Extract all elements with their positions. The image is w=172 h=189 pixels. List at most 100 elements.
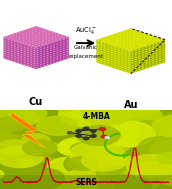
Circle shape (0, 117, 27, 131)
Circle shape (145, 53, 147, 54)
Circle shape (126, 37, 128, 38)
Circle shape (17, 59, 19, 61)
Circle shape (138, 62, 140, 64)
Circle shape (112, 39, 115, 40)
Circle shape (118, 59, 120, 60)
Circle shape (147, 44, 149, 45)
Circle shape (114, 53, 116, 54)
Circle shape (135, 153, 153, 161)
Circle shape (107, 49, 109, 50)
Circle shape (30, 57, 32, 58)
Circle shape (52, 36, 53, 37)
Circle shape (55, 40, 57, 41)
Circle shape (82, 150, 127, 171)
Circle shape (14, 50, 16, 51)
Circle shape (37, 50, 39, 51)
Circle shape (37, 56, 39, 57)
Circle shape (135, 68, 137, 69)
Circle shape (103, 180, 122, 189)
Circle shape (142, 68, 144, 69)
Circle shape (60, 169, 113, 189)
Circle shape (142, 48, 144, 49)
Circle shape (63, 52, 65, 53)
Circle shape (143, 43, 146, 44)
Circle shape (63, 54, 65, 55)
Circle shape (45, 30, 47, 31)
Circle shape (66, 49, 68, 50)
Circle shape (135, 57, 137, 58)
Circle shape (50, 58, 52, 60)
Circle shape (131, 62, 133, 64)
Circle shape (24, 49, 26, 50)
Circle shape (132, 121, 163, 135)
Circle shape (121, 49, 123, 50)
Circle shape (53, 46, 55, 48)
Circle shape (70, 142, 99, 156)
Polygon shape (131, 40, 165, 74)
Circle shape (105, 137, 109, 139)
Circle shape (162, 54, 164, 56)
Circle shape (53, 49, 55, 50)
Circle shape (149, 59, 151, 60)
Circle shape (60, 59, 62, 61)
Circle shape (40, 51, 42, 52)
Circle shape (131, 69, 133, 70)
Circle shape (125, 52, 127, 53)
Circle shape (100, 51, 103, 52)
Circle shape (159, 51, 161, 52)
Circle shape (143, 36, 146, 37)
Circle shape (14, 56, 16, 57)
Circle shape (67, 132, 72, 134)
Circle shape (66, 55, 68, 56)
Circle shape (140, 39, 142, 40)
Circle shape (111, 64, 113, 65)
Circle shape (109, 38, 111, 39)
Circle shape (56, 43, 58, 44)
Circle shape (34, 54, 35, 55)
Circle shape (55, 33, 57, 34)
Circle shape (147, 39, 149, 40)
Circle shape (61, 37, 63, 39)
Circle shape (114, 65, 116, 66)
Circle shape (142, 50, 144, 51)
Circle shape (16, 33, 17, 34)
Circle shape (19, 41, 21, 42)
Circle shape (29, 37, 30, 39)
Circle shape (14, 58, 16, 60)
Circle shape (116, 162, 138, 173)
Circle shape (152, 53, 154, 54)
Circle shape (130, 43, 132, 44)
Circle shape (9, 35, 11, 36)
Circle shape (17, 51, 19, 52)
Circle shape (10, 125, 30, 134)
Circle shape (159, 62, 161, 64)
Circle shape (47, 55, 49, 56)
Circle shape (97, 52, 99, 53)
Circle shape (37, 48, 39, 49)
Circle shape (131, 71, 133, 73)
Text: Cu: Cu (29, 97, 43, 107)
Circle shape (155, 57, 158, 58)
Circle shape (43, 45, 45, 47)
Circle shape (101, 121, 155, 146)
Polygon shape (36, 37, 69, 69)
Circle shape (20, 50, 22, 51)
Circle shape (47, 51, 49, 52)
Circle shape (138, 137, 172, 159)
Circle shape (60, 44, 62, 46)
Circle shape (47, 53, 49, 54)
Circle shape (145, 58, 147, 59)
Circle shape (37, 58, 39, 60)
Circle shape (50, 52, 52, 53)
Circle shape (48, 31, 50, 32)
Polygon shape (3, 26, 69, 48)
Circle shape (58, 38, 60, 40)
Circle shape (137, 38, 139, 39)
Circle shape (29, 31, 30, 32)
Circle shape (150, 43, 152, 44)
Circle shape (42, 37, 44, 39)
Circle shape (29, 29, 30, 30)
Circle shape (107, 65, 109, 66)
Circle shape (140, 44, 142, 45)
Circle shape (135, 66, 137, 67)
